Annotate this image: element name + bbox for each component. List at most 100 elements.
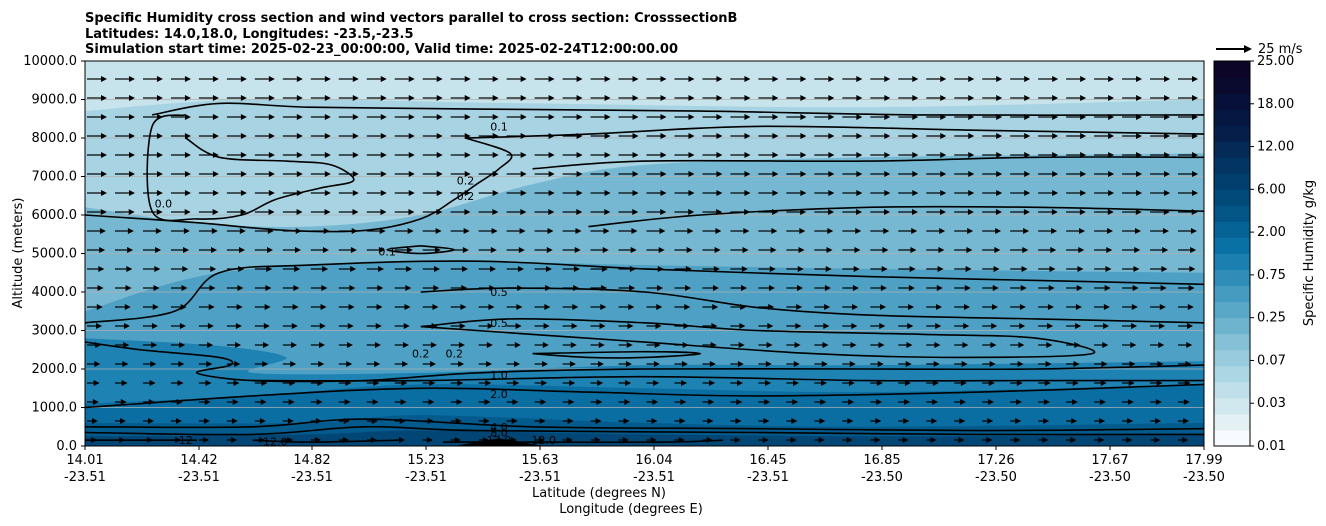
wind-vector-head [296,152,303,158]
wind-vector [534,437,545,443]
wind-vector-head [996,95,1003,101]
wind-vector [1178,418,1190,424]
wind-vector [87,209,107,215]
wind-vector-head [212,152,219,158]
wind-vector-head [566,437,573,443]
wind-vector [562,361,576,367]
wind-vector-head [513,380,520,386]
wind-vector-head [1051,209,1058,215]
wind-vector-head [684,304,691,310]
wind-vector-head [324,76,331,82]
wind-vector-head [1192,76,1199,82]
wind-vector [87,190,107,196]
wind-vector-head [827,228,834,234]
contour-label: 4.0 [490,421,508,434]
wind-vector [114,418,127,424]
wind-vector [394,380,408,386]
wind-vector [310,133,331,139]
wind-vector [814,152,835,158]
wind-vector-head [407,228,414,234]
wind-vector-head [660,190,667,196]
y-tick-label: 4000.0 [32,285,78,300]
wind-vector-head [184,171,191,177]
wind-vector-head [235,323,242,329]
wind-vector [870,95,891,101]
wind-vector-head [576,95,583,101]
wind-vector [814,437,825,443]
wind-vector [310,209,331,215]
wind-vector [170,304,187,310]
wind-vector-head [1052,133,1059,139]
wind-vector [1066,380,1079,386]
wind-vector-head [791,418,798,424]
wind-vector [618,399,631,405]
wind-vector [114,190,135,196]
wind-vector-head [212,114,219,120]
wind-vector [562,380,576,386]
wind-vector-head [240,209,247,215]
wind-vector-head [1015,418,1022,424]
wind-vector-head [996,152,1003,158]
wind-vector-head [1164,95,1171,101]
wind-vector [198,171,219,177]
wind-vector [870,228,890,234]
wind-vector-head [576,152,583,158]
x-axis: 14.01-23.5114.42-23.5114.82-23.5115.23-2… [64,446,1225,485]
wind-vector-head [828,171,835,177]
wind-vector-head [967,228,974,234]
wind-vector-head [319,323,326,329]
wind-vector [366,152,387,158]
wind-vector [394,323,410,329]
wind-vector [814,361,828,367]
wind-vector-head [912,95,919,101]
wind-vector-head [818,437,825,443]
wind-vector-head [934,342,941,348]
wind-vector-head [149,380,156,386]
wind-vector-head [454,437,461,443]
wind-vector-head [542,342,549,348]
wind-vector-head [932,380,939,386]
wind-vector [926,418,938,424]
wind-vector-head [212,209,219,215]
wind-vector-head [576,209,583,215]
wind-vector-head [491,228,498,234]
wind-vector [758,171,779,177]
wind-vector-head [517,285,524,291]
wind-vector-head [653,361,660,367]
wind-vector-head [1107,228,1114,234]
wind-vector-head [1160,285,1167,291]
wind-vector [1038,399,1050,405]
wind-vector-head [1136,114,1143,120]
wind-vector-head [427,418,434,424]
wind-vector [702,190,723,196]
wind-vector-head [1080,171,1087,177]
wind-vector [1150,76,1171,82]
wind-vector-head [290,361,297,367]
colorbar-segment [1214,429,1250,447]
wind-vector [254,304,271,310]
wind-vector-head [177,380,184,386]
wind-vector-head [1075,304,1082,310]
wind-vector [310,266,329,272]
wind-vector-head [207,342,214,348]
wind-vector-head [880,285,887,291]
wind-vector [254,76,275,82]
wind-vector-head [315,437,322,443]
wind-vector [506,209,527,215]
wind-vector [1178,323,1194,329]
wind-vector-head [856,76,863,82]
wind-vector-head [881,266,888,272]
wind-vector-head [936,285,943,291]
x-tick-lon: -23.51 [405,470,447,485]
wind-vector-head [492,152,499,158]
wind-vector-head [483,418,490,424]
wind-vector-head [1021,266,1028,272]
wind-vector-head [514,361,521,367]
wind-vector-head [1108,133,1115,139]
wind-vector-head [905,361,912,367]
wind-vector [674,95,695,101]
wind-vector-head [770,247,777,253]
wind-vector [114,323,130,329]
wind-vector-head [268,171,275,177]
wind-vector-head [294,247,301,253]
